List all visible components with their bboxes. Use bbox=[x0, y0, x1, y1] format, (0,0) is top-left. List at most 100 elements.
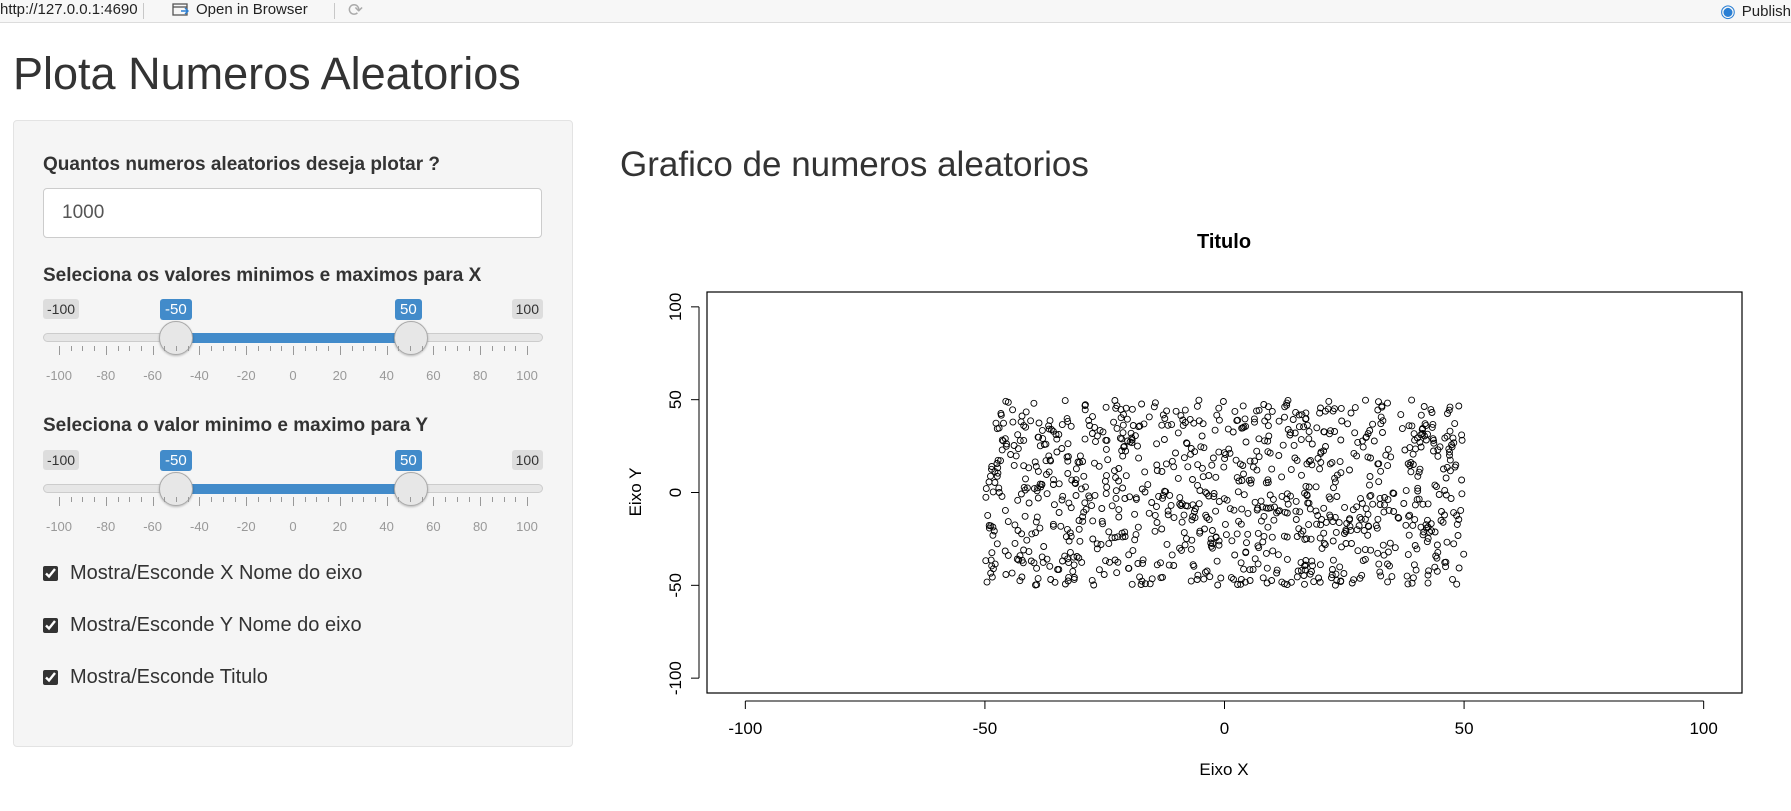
scatter-point bbox=[1350, 576, 1358, 584]
scatter-point bbox=[1268, 407, 1276, 415]
scatter-point bbox=[989, 531, 997, 539]
scatter-point bbox=[1430, 439, 1438, 447]
scatter-point bbox=[1043, 471, 1050, 478]
slider-tick-label: 40 bbox=[379, 519, 394, 534]
scatter-point bbox=[1070, 553, 1078, 561]
slider-tick bbox=[503, 497, 505, 502]
scatter-point bbox=[1446, 456, 1454, 464]
scatter-point bbox=[1449, 575, 1456, 583]
scatter-point bbox=[1031, 458, 1039, 466]
slider-tick bbox=[117, 497, 119, 502]
scatter-point bbox=[1253, 407, 1260, 415]
scatter-point bbox=[1402, 487, 1410, 495]
scatter-point bbox=[1135, 423, 1143, 431]
scatter-point bbox=[1269, 495, 1277, 503]
slider-tick bbox=[164, 497, 166, 502]
scatter-point bbox=[1238, 505, 1246, 513]
y-axis-name-checkbox[interactable] bbox=[43, 618, 58, 633]
scatter-point bbox=[1275, 417, 1283, 425]
scatter-point bbox=[1360, 527, 1368, 534]
scatter-point bbox=[1158, 468, 1166, 475]
scatter-point bbox=[1409, 450, 1417, 458]
scatter-point bbox=[1213, 557, 1221, 565]
scatter-point bbox=[1348, 540, 1355, 547]
scatter-point bbox=[1231, 551, 1239, 559]
scatter-point bbox=[1292, 408, 1300, 416]
checkbox-y-axis-name[interactable]: Mostra/Esconde Y Nome do eixo bbox=[43, 614, 362, 637]
scatter-point bbox=[1246, 577, 1254, 584]
scatter-point bbox=[1424, 534, 1432, 542]
scatter-point bbox=[1283, 581, 1291, 589]
scatter-point bbox=[1433, 554, 1441, 562]
open-in-browser-button[interactable]: Open in Browser bbox=[172, 1, 308, 18]
scatter-point bbox=[1153, 440, 1161, 448]
scatter-point bbox=[1406, 462, 1414, 469]
slider-tick bbox=[59, 346, 60, 355]
scatter-point bbox=[1045, 422, 1053, 430]
scatter-point bbox=[1250, 415, 1258, 423]
x-axis-name-checkbox[interactable] bbox=[43, 566, 58, 581]
slider-tick bbox=[304, 497, 306, 502]
scatter-point bbox=[1450, 540, 1458, 548]
checkbox-title[interactable]: Mostra/Esconde Titulo bbox=[43, 666, 268, 689]
slider-tick bbox=[211, 346, 213, 351]
scatter-point bbox=[1366, 473, 1374, 480]
scatter-point bbox=[1075, 554, 1083, 562]
scatter-point bbox=[1379, 429, 1386, 436]
scatter-point bbox=[1162, 460, 1170, 468]
scatter-point bbox=[1443, 463, 1451, 471]
slider-tick-label: 40 bbox=[379, 368, 394, 383]
count-input[interactable] bbox=[43, 188, 542, 238]
scatter-point bbox=[1115, 465, 1123, 472]
y-range-slider[interactable]: -100 100 -50 50 -100 -80 -60 -40 -20 0 20 40 60 8… bbox=[43, 450, 543, 535]
slider-tick bbox=[70, 346, 72, 351]
scatter-point bbox=[1303, 460, 1311, 468]
scatter-point bbox=[1100, 571, 1108, 578]
scatter-point bbox=[1157, 574, 1165, 582]
scatter-point bbox=[1448, 441, 1456, 449]
browser-icon bbox=[172, 2, 189, 16]
y-slider-selected-bar[interactable] bbox=[176, 484, 410, 494]
scatter-point bbox=[1308, 440, 1316, 448]
scatter-point bbox=[990, 527, 998, 535]
scatter-point bbox=[1085, 416, 1093, 424]
slider-tick bbox=[246, 497, 248, 506]
scatter-point bbox=[1259, 574, 1267, 582]
scatter-point bbox=[1034, 433, 1042, 441]
scatter-point bbox=[989, 565, 997, 573]
scatter-point bbox=[1131, 510, 1139, 518]
scatter-point bbox=[1303, 492, 1311, 500]
scatter-point bbox=[1115, 506, 1123, 514]
scatter-point bbox=[1001, 547, 1009, 555]
x-tick-label: 100 bbox=[1689, 719, 1717, 738]
scatter-point bbox=[1283, 401, 1291, 409]
scatter-point bbox=[998, 446, 1006, 454]
scatter-point bbox=[1227, 574, 1235, 582]
x-slider-selected-bar[interactable] bbox=[176, 333, 410, 343]
scatter-point bbox=[1203, 489, 1211, 497]
scatter-point bbox=[1102, 403, 1110, 411]
scatter-point bbox=[1191, 505, 1199, 513]
scatter-point bbox=[1409, 521, 1417, 529]
slider-tick bbox=[316, 497, 318, 502]
scatter-point bbox=[1264, 413, 1272, 421]
scatter-point bbox=[997, 457, 1004, 465]
publish-button[interactable]: ◉ Publish bbox=[1720, 1, 1791, 22]
scatter-point bbox=[1079, 517, 1087, 525]
slider-tick bbox=[304, 346, 306, 351]
scatter-point bbox=[1316, 465, 1324, 473]
title-checkbox[interactable] bbox=[43, 670, 58, 685]
scatter-point bbox=[1376, 501, 1384, 508]
scatter-point bbox=[1121, 495, 1129, 502]
scatter-point bbox=[1058, 445, 1066, 452]
scatter-point bbox=[1303, 535, 1311, 543]
scatter-point bbox=[1168, 421, 1176, 429]
scatter-point bbox=[1070, 575, 1078, 583]
x-range-slider[interactable]: -100 100 -50 50 -100 -80 -60 -40 -20 0 20 40 60 8… bbox=[43, 299, 543, 384]
checkbox-x-axis-name[interactable]: Mostra/Esconde X Nome do eixo bbox=[43, 562, 362, 585]
slider-tick bbox=[386, 497, 388, 506]
scatter-point bbox=[1136, 422, 1144, 430]
scatter-point bbox=[1062, 533, 1070, 541]
refresh-icon[interactable]: ⟳ bbox=[348, 0, 364, 20]
slider-tick-label: -100 bbox=[45, 519, 73, 534]
